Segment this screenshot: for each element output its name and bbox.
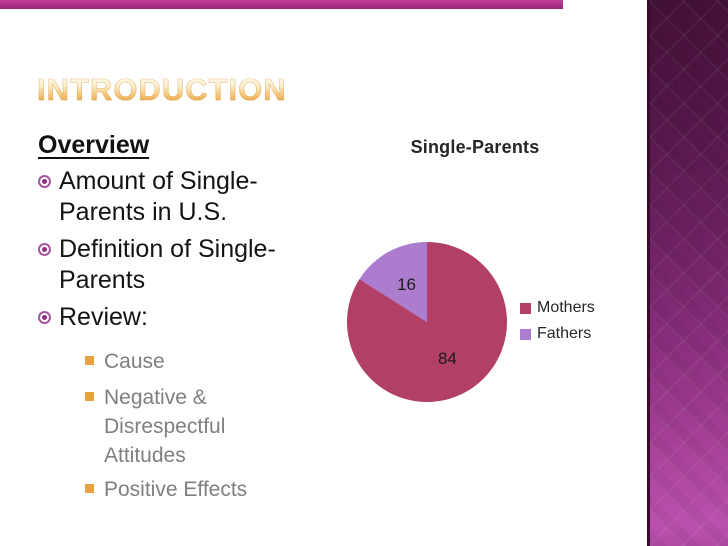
pie-slice-mothers: [346, 242, 507, 402]
bullet-square-icon: [85, 392, 94, 401]
chart-legend: Mothers Fathers: [520, 299, 595, 343]
pie-data-label: 84: [437, 349, 457, 369]
bullet-text: Review:: [59, 303, 148, 331]
right-sidebar-panel: [647, 0, 728, 546]
bullet-square-icon: [85, 484, 94, 493]
pie-slice-fathers: [359, 242, 427, 322]
slide-title: INTRODUCTION: [37, 72, 287, 108]
legend-label: Fathers: [537, 325, 592, 342]
sub-bullet-text: Cause: [104, 350, 165, 373]
pie-chart: [346, 242, 507, 402]
sub-bullet-item: Negative & Disrespectful Attitudes: [85, 383, 284, 470]
top-accent-bar: [0, 0, 563, 9]
bullet-text: Amount of Single-Parents in U.S.: [59, 167, 258, 226]
bullet-square-icon: [85, 356, 94, 365]
pie-data-label: 16: [397, 274, 417, 294]
legend-swatch-icon: [520, 328, 531, 340]
bullet-item: Review:: [38, 302, 343, 333]
bullet-text: Definition of Single-Parents: [59, 235, 276, 294]
sub-bullet-item: Cause: [85, 347, 284, 376]
sub-bullet-item: Positive Effects: [85, 475, 284, 504]
legend-item: Mothers: [520, 299, 595, 317]
overview-heading: Overview: [38, 131, 150, 159]
chart-title: Single-Parents: [410, 137, 540, 157]
bullet-item: Definition of Single-Parents: [38, 234, 343, 296]
bullet-dot-icon: [38, 311, 51, 324]
bullet-dot-icon: [38, 175, 51, 188]
bullet-dot-icon: [38, 243, 51, 256]
legend-label: Mothers: [537, 299, 595, 316]
legend-swatch-icon: [520, 302, 531, 314]
sub-bullet-text: Negative & Disrespectful Attitudes: [104, 386, 226, 467]
legend-item: Fathers: [520, 325, 595, 343]
bullet-item: Amount of Single-Parents in U.S.: [38, 166, 343, 228]
sub-bullet-text: Positive Effects: [104, 478, 248, 501]
